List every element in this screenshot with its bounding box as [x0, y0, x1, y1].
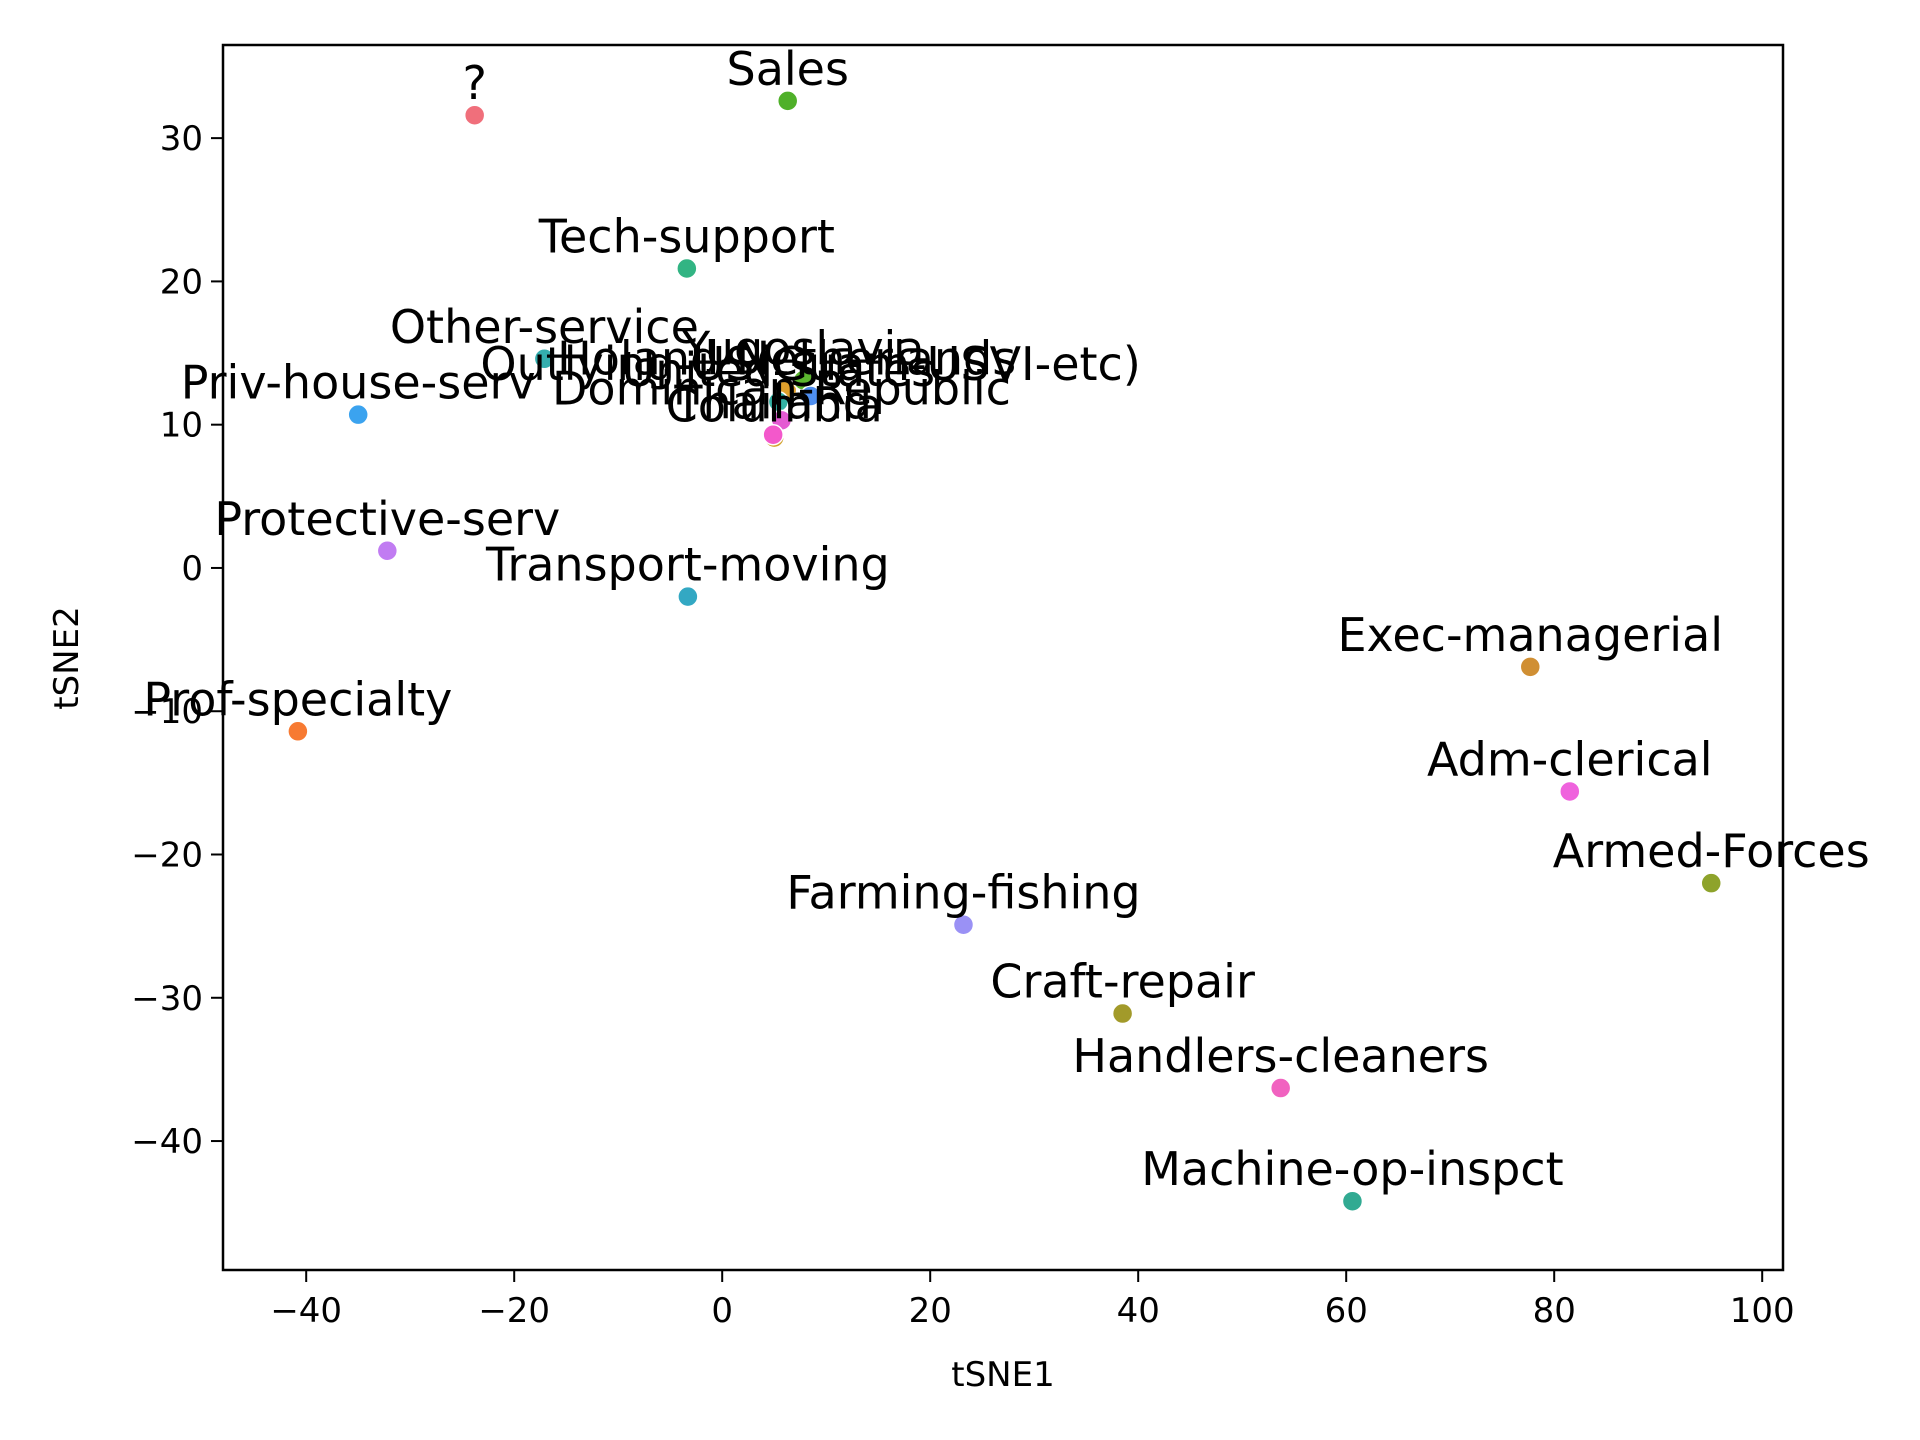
point-label: Craft-repair — [990, 955, 1255, 1009]
x-tick-label: 0 — [711, 1291, 733, 1331]
data-point — [1559, 780, 1581, 803]
y-tick-label: 0 — [181, 549, 203, 589]
data-point — [676, 257, 698, 280]
point-label: Handlers-cleaners — [1072, 1029, 1489, 1083]
data-point — [1111, 1002, 1134, 1025]
y-tick-label: 10 — [160, 406, 203, 446]
point-label: Yugoslavia — [681, 321, 924, 375]
point-label: Prof-specialty — [143, 672, 452, 726]
data-point — [677, 585, 699, 608]
data-points — [287, 90, 1722, 1212]
point-label: United-States — [622, 343, 935, 397]
x-tick-label: 20 — [909, 1291, 952, 1331]
point-label: Tech-support — [538, 210, 835, 264]
data-point — [463, 104, 486, 126]
y-tick-label: −20 — [131, 836, 203, 876]
x-tick-label: 40 — [1117, 1291, 1160, 1331]
y-tick-label: 20 — [160, 262, 203, 302]
point-label: Dominican-Republic — [552, 361, 1011, 415]
point-label: Farming-fishing — [786, 866, 1140, 920]
point-label: Transport-moving — [485, 538, 890, 592]
data-point — [762, 423, 784, 446]
x-tick-label: −20 — [478, 1291, 550, 1331]
x-axis-ticks: −40 −20 0 20 40 60 80 100 — [270, 1270, 1795, 1331]
point-label: Thailand — [673, 376, 872, 430]
data-point — [347, 403, 369, 426]
point-label: Columbia — [666, 379, 883, 433]
data-point — [287, 720, 309, 743]
data-point — [1341, 1190, 1364, 1212]
point-label: Armed-Forces — [1553, 824, 1870, 878]
point-label: Protective-serv — [214, 492, 560, 546]
data-point — [1519, 656, 1542, 678]
data-point — [799, 385, 822, 407]
y-tick-label: −30 — [131, 979, 203, 1019]
point-label: Exec-managerial — [1337, 608, 1723, 662]
point-labels: ? Sales Tech-support Other-servicePriv-hous… — [143, 42, 1869, 1196]
data-point — [1269, 1077, 1292, 1099]
point-label: Holand-Netherlands — [557, 331, 1016, 385]
y-axis-ticks: −40 −30 −20 −10 0 10 20 30 — [131, 119, 223, 1162]
y-tick-label: −10 — [131, 692, 203, 732]
point-label: Outlying-US(Guam-USVI-etc) — [480, 337, 1140, 391]
x-tick-label: 80 — [1533, 1291, 1576, 1331]
point-label: Adm-clerical — [1427, 732, 1713, 786]
y-tick-label: −40 — [131, 1122, 203, 1162]
data-point — [776, 90, 799, 112]
y-tick-label: 30 — [160, 119, 203, 159]
point-label: ? — [462, 56, 486, 110]
point-label: Priv-house-serv — [181, 356, 536, 410]
data-point — [376, 540, 399, 562]
data-point — [1700, 872, 1722, 894]
y-axis-label: tSNE2 — [47, 606, 87, 709]
x-tick-label: 60 — [1325, 1291, 1368, 1331]
point-label: Other-service — [390, 300, 699, 354]
x-axis-label: tSNE1 — [951, 1355, 1054, 1395]
point-label: Sales — [727, 42, 849, 96]
point-label: Machine-op-inspct — [1141, 1142, 1563, 1196]
x-tick-label: −40 — [270, 1291, 342, 1331]
data-point — [952, 913, 975, 936]
x-tick-label: 100 — [1730, 1291, 1795, 1331]
plot-frame — [221, 43, 1785, 1272]
data-point — [533, 348, 556, 370]
